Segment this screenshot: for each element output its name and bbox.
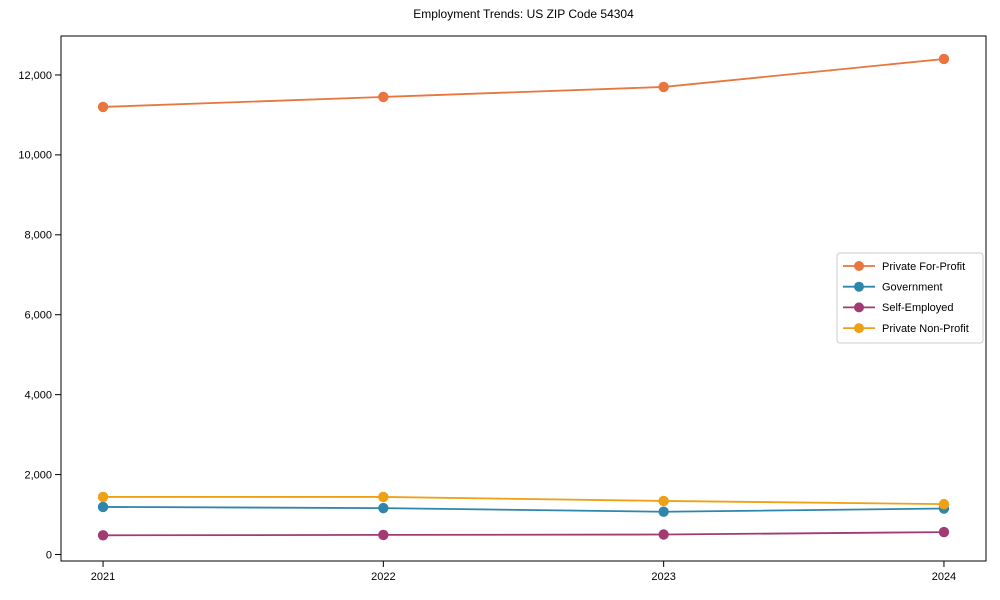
data-point-self-employed-2021 bbox=[97, 530, 109, 541]
x-tick-label-2022: 2022 bbox=[371, 571, 395, 583]
data-point-government-2021 bbox=[97, 501, 109, 513]
y-tick-label: 0 bbox=[46, 549, 52, 561]
y-tick-label: 12,000 bbox=[18, 70, 52, 82]
y-tick-label: 8,000 bbox=[24, 230, 52, 242]
data-point-private-non-profit-2021 bbox=[97, 491, 109, 503]
x-tick-label-2021: 2021 bbox=[91, 571, 115, 583]
y-tick-label: 10,000 bbox=[18, 150, 52, 162]
series-line-private-non-profit bbox=[103, 496, 944, 506]
data-point-government-2023 bbox=[658, 506, 669, 517]
data-point-private-non-profit-2022 bbox=[378, 491, 389, 503]
x-tick-label-2023: 2023 bbox=[651, 571, 675, 583]
data-point-private-non-profit-2024 bbox=[938, 498, 950, 510]
y-tick-label: 4,000 bbox=[24, 389, 52, 401]
series-line-private-for-profit bbox=[103, 58, 945, 108]
data-point-private-for-profit-2024 bbox=[938, 53, 950, 65]
x-tick-label-2024: 2024 bbox=[932, 571, 956, 583]
plot-border bbox=[60, 35, 987, 562]
data-point-private-for-profit-2022 bbox=[378, 91, 389, 103]
legend-swatch-marker-private-non-profit bbox=[854, 323, 864, 334]
legend-box bbox=[836, 252, 984, 344]
y-tick-label: 2,000 bbox=[24, 469, 52, 481]
data-point-government-2022 bbox=[378, 502, 389, 514]
chart-title: Employment Trends: US ZIP Code 54304 bbox=[413, 7, 634, 21]
legend-swatch-marker-government bbox=[854, 281, 864, 292]
data-point-private-non-profit-2023 bbox=[658, 495, 669, 507]
legend-label-private-non-profit: Private Non-Profit bbox=[882, 323, 969, 335]
data-point-self-employed-2023 bbox=[658, 529, 669, 540]
legend-label-self-employed: Self-Employed bbox=[882, 302, 954, 314]
legend-label-private-for-profit: Private For-Profit bbox=[882, 261, 965, 273]
legend-swatch-marker-self-employed bbox=[854, 302, 864, 313]
legend-swatch-marker-private-for-profit bbox=[854, 261, 864, 271]
data-point-self-employed-2022 bbox=[378, 529, 389, 541]
data-point-private-for-profit-2023 bbox=[658, 81, 669, 93]
data-point-private-for-profit-2021 bbox=[97, 101, 109, 113]
legend-label-government: Government bbox=[882, 282, 943, 294]
series-line-self-employed bbox=[103, 531, 944, 537]
y-tick-label: 6,000 bbox=[24, 310, 52, 322]
series-line-government bbox=[103, 506, 944, 513]
data-point-self-employed-2024 bbox=[938, 526, 950, 538]
